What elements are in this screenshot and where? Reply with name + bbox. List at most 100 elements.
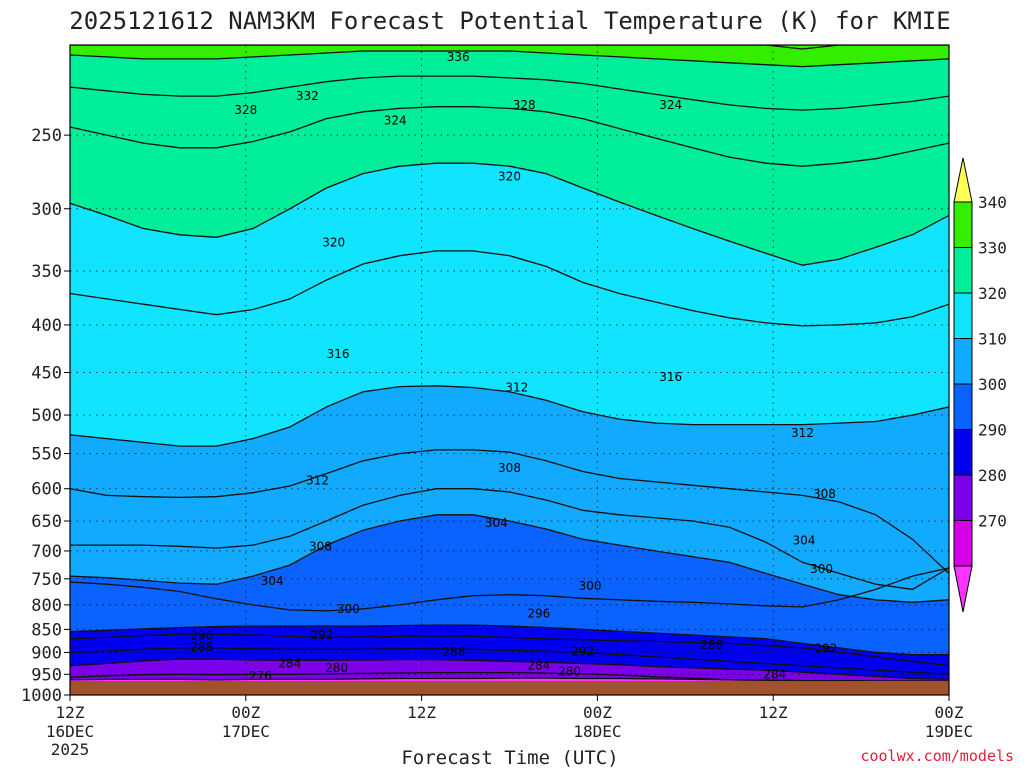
contour-label-7: 320 <box>322 235 345 249</box>
isentrope-340 <box>70 45 949 50</box>
contour-label-15: 304 <box>485 516 508 530</box>
contour-label-23: 296 <box>190 628 213 642</box>
isentrope-300 <box>70 567 949 612</box>
isentrope-320 <box>70 250 949 327</box>
y-tick-label-650: 650 <box>31 512 62 532</box>
colorbar-segment-3 <box>953 338 973 385</box>
y-tick-label-750: 750 <box>31 570 62 590</box>
x-tick-date-0: 16DEC <box>46 722 94 741</box>
isentrope-316 <box>70 385 949 447</box>
y-tick-label-800: 800 <box>31 596 62 616</box>
contour-label-17: 308 <box>309 539 332 553</box>
contour-label-31: 280 <box>325 661 348 675</box>
x-tick-label-36: 00Z <box>583 703 612 722</box>
x-tick-label-60: 00Z <box>935 703 964 722</box>
y-tick-label-450: 450 <box>31 364 62 384</box>
contour-label-1: 332 <box>296 89 319 103</box>
grid <box>70 45 949 695</box>
contour-label-29: 292 <box>814 641 837 655</box>
contour-label-28: 288 <box>700 638 723 652</box>
contour-label-6: 320 <box>498 170 521 184</box>
isentrope-312 <box>70 449 949 574</box>
contour-label-11: 312 <box>791 426 814 440</box>
isentrope-304 <box>70 514 949 603</box>
isentrope-284 <box>70 658 949 681</box>
contour-label-24: 292 <box>311 628 334 642</box>
contour-label-16: 304 <box>793 533 816 547</box>
chart-title: 2025121612 NAM3KM Forecast Potential Tem… <box>69 7 950 35</box>
isentrope-296 <box>70 624 949 656</box>
contour-label-0: 336 <box>447 50 470 64</box>
band-336 <box>70 45 949 67</box>
colorbar-segment-0 <box>953 201 973 248</box>
colorbar-label-340: 340 <box>978 193 1007 212</box>
contour-label-10: 316 <box>659 370 682 384</box>
colorbar-label-320: 320 <box>978 284 1007 303</box>
y-tick-label-300: 300 <box>31 200 62 220</box>
x-axis-label: Forecast Time (UTC) <box>401 747 618 768</box>
colorbar-label-310: 310 <box>978 330 1007 349</box>
contour-label-9: 312 <box>505 380 528 394</box>
contour-label-22: 296 <box>527 606 550 620</box>
plot-frame <box>69 44 950 696</box>
colorbar-segment-1 <box>953 247 973 294</box>
colorbar-label-280: 280 <box>978 466 1007 485</box>
contour-label-30: 284 <box>278 657 301 671</box>
contour-label-3: 324 <box>384 113 407 127</box>
plot-area <box>70 45 949 695</box>
isentrope-292 <box>70 633 949 667</box>
x-tick-label-48: 12Z <box>759 703 788 722</box>
isentrope-280 <box>70 671 949 682</box>
colorbar-segment-6 <box>953 474 973 521</box>
terrain <box>70 681 949 695</box>
contour-label-26: 288 <box>442 645 465 659</box>
y-tick-label-250: 250 <box>31 126 62 146</box>
contour-label-21: 300 <box>337 602 360 616</box>
y-tick-label-700: 700 <box>31 542 62 562</box>
x-tick-label-0: 12Z <box>56 703 85 722</box>
contour-label-25: 288 <box>190 640 213 654</box>
terrain-surface <box>70 681 949 695</box>
contour-label-20: 300 <box>579 579 602 593</box>
contour-label-12: 312 <box>306 474 329 488</box>
contour-label-18: 304 <box>261 574 284 588</box>
isentrope-324 <box>70 162 949 266</box>
contour-label-8: 316 <box>327 347 350 361</box>
colorbar-segment-2 <box>953 292 973 339</box>
x-tick-date-36: 18DEC <box>573 722 621 741</box>
x-tick-label-24: 12Z <box>407 703 436 722</box>
colorbar: 340 330 320 310 300 290 280 270 <box>953 157 1007 613</box>
y-tick-label-550: 550 <box>31 445 62 465</box>
contour-label-27: 292 <box>571 645 594 659</box>
isentrope-332 <box>70 75 949 111</box>
colorbar-label-290: 290 <box>978 421 1007 440</box>
y-tick-label-400: 400 <box>31 316 62 336</box>
y-tick-label-500: 500 <box>31 406 62 426</box>
colorbar-segment-4 <box>953 383 973 430</box>
contour-label-5: 324 <box>659 98 682 112</box>
y-tick-label-1000: 1000 <box>21 686 62 706</box>
x-tick-year-0: 2025 <box>51 740 90 759</box>
isentrope-lines <box>70 45 949 682</box>
isentrope-336 <box>70 50 949 68</box>
colorbar-label-300: 300 <box>978 375 1007 394</box>
contour-label-35: 276 <box>249 669 272 683</box>
y-tick-label-900: 900 <box>31 643 62 663</box>
contour-label-19: 300 <box>810 562 833 576</box>
isentrope-328 <box>70 106 949 167</box>
colorbar-label-330: 330 <box>978 239 1007 258</box>
y-axis: 250 300 350 400 450 500 550 600 650 700 750 800 850 9… <box>21 126 70 706</box>
x-tick-date-60: 19DEC <box>925 722 973 741</box>
isentrope-288 <box>70 647 949 675</box>
y-tick-label-350: 350 <box>31 262 62 282</box>
contour-label-14: 308 <box>813 487 836 501</box>
contour-label-34: 284 <box>763 667 786 681</box>
y-tick-label-950: 950 <box>31 665 62 685</box>
y-tick-label-850: 850 <box>31 620 62 640</box>
isentrope-308 <box>70 488 949 591</box>
x-tick-date-12: 17DEC <box>222 722 270 741</box>
x-tick-label-12: 00Z <box>231 703 260 722</box>
credit-text: coolwx.com/models <box>860 747 1014 765</box>
